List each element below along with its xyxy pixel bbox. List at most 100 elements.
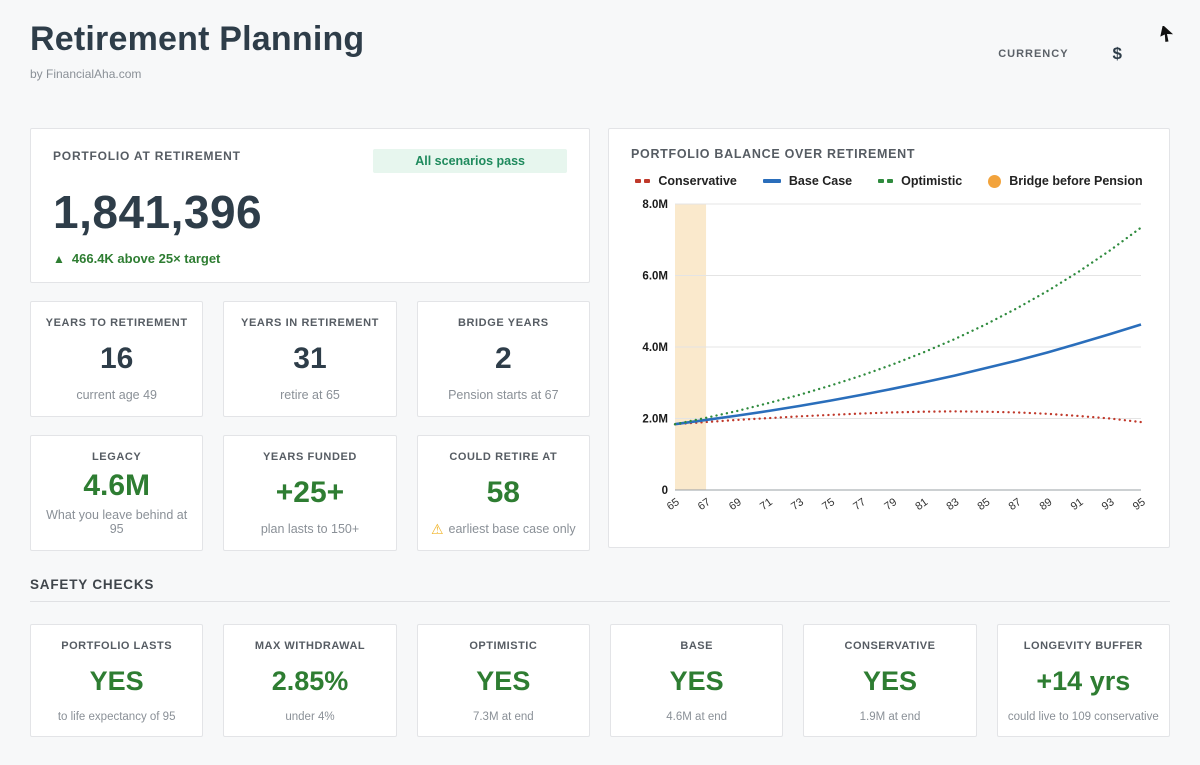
safety-card-base: BASE YES 4.6M at end [609,624,784,737]
stat-sub: ⚠ earliest base case only [431,522,576,536]
stat-label: LEGACY [91,451,142,463]
stat-card-years-in-retirement: YEARS IN RETIREMENT 31 retire at 65 [223,301,397,417]
status-badge: All scenarios pass [373,149,567,173]
stat-card-legacy: LEGACY 4.6M What you leave behind at 95 [30,435,204,551]
portfolio-delta-text: 466.4K above 25× target [71,251,221,266]
dotted-line-marker-icon [635,179,651,183]
up-triangle-icon: ▲ [53,251,65,266]
circle-marker-icon [988,174,1002,188]
stat-sub-text: earliest base case only [448,522,576,536]
header: Retirement Planning by FinancialAha.com … [30,14,1174,102]
safety-sub: under 4% [285,711,335,723]
title-block: Retirement Planning by FinancialAha.com [30,14,364,81]
svg-text:73: 73 [789,496,806,513]
svg-text:8.0M: 8.0M [642,199,668,211]
portfolio-balance-chart-card: PORTFOLIO BALANCE OVER RETIREMENT Conser… [608,128,1170,548]
safety-label: OPTIMISTIC [469,640,538,652]
safety-card-optimistic: OPTIMISTIC YES 7.3M at end [416,624,590,737]
dotted-line-marker-icon [878,179,894,183]
left-column: PORTFOLIO AT RETIREMENT All scenarios pa… [30,128,590,551]
svg-text:75: 75 [820,496,837,513]
portfolio-card-label: PORTFOLIO AT RETIREMENT [53,149,241,163]
safety-sub: 1.9M at end [859,711,921,723]
safety-sub: could live to 109 conservative [1007,711,1159,723]
svg-text:93: 93 [1100,496,1117,513]
portfolio-delta: ▲ 466.4K above 25× target [53,251,567,266]
portfolio-value: 1,841,396 [53,186,263,238]
safety-card-max-withdrawal: MAX WITHDRAWAL 2.85% under 4% [223,624,397,737]
legend-item-base-case[interactable]: Base Case [762,174,853,188]
safety-sub: 7.3M at end [472,711,534,723]
stat-grid: YEARS TO RETIREMENT 16 current age 49 YE… [30,301,590,551]
portfolio-at-retirement-card: PORTFOLIO AT RETIREMENT All scenarios pa… [30,128,590,283]
solid-line-marker-icon [762,179,781,183]
stat-label: BRIDGE YEARS [457,317,549,329]
page: Retirement Planning by FinancialAha.com … [30,14,1174,737]
svg-text:4.0M: 4.0M [642,342,668,354]
legend-label: Conservative [658,174,737,188]
stat-value: 58 [486,475,520,509]
page-subtitle: by FinancialAha.com [30,67,142,81]
stat-sub: What you leave behind at 95 [46,508,188,536]
safety-label: LONGEVITY BUFFER [1023,640,1143,652]
stat-sub: Pension starts at 67 [448,388,559,402]
svg-text:83: 83 [944,496,961,513]
currency-label: CURRENCY [998,48,1069,60]
safety-value: YES [862,666,917,696]
stat-value: 4.6M [83,468,151,502]
safety-label: BASE [680,640,713,652]
stat-sub: retire at 65 [280,388,340,402]
stat-value: 16 [99,341,134,375]
safety-value: 2.85% [271,666,349,696]
safety-card-longevity-buffer: LONGEVITY BUFFER +14 yrs could live to 1… [996,624,1170,737]
stat-label: YEARS FUNDED [262,451,357,463]
safety-sub: to life expectancy of 95 [57,711,176,723]
warning-icon: ⚠ [430,521,444,537]
mouse-cursor-icon [1160,26,1174,42]
safety-value: YES [89,666,144,696]
safety-card-portfolio-lasts: PORTFOLIO LASTS YES to life expectancy o… [30,624,204,737]
chart-legend: Conservative Base Case Optimistic Bridge… [629,174,1149,188]
stat-label: YEARS TO RETIREMENT [45,317,188,329]
currency-selector[interactable]: $ [1107,40,1128,68]
svg-text:79: 79 [882,496,899,513]
main: PORTFOLIO AT RETIREMENT All scenarios pa… [30,128,1170,551]
svg-text:65: 65 [665,496,682,513]
svg-text:85: 85 [975,496,992,513]
svg-text:89: 89 [1038,496,1055,513]
stat-sub: plan lasts to 150+ [260,522,360,536]
safety-label: PORTFOLIO LASTS [61,640,173,652]
svg-text:2.0M: 2.0M [642,414,668,426]
svg-text:81: 81 [913,496,930,513]
safety-value: YES [476,666,531,696]
safety-grid: PORTFOLIO LASTS YES to life expectancy o… [30,624,1170,737]
portfolio-chart: 0 2.0M 4.0M 6.0M 8.0M 65 67 69 71 73 75 77 79 81 83 85 8… [642,199,1148,513]
safety-value: +14 yrs [1036,666,1131,696]
stat-value: 2 [494,341,512,375]
svg-text:95: 95 [1131,496,1148,513]
svg-text:0: 0 [662,485,668,497]
svg-text:91: 91 [1069,496,1086,513]
safety-section-title: SAFETY CHECKS [30,577,1170,602]
svg-text:77: 77 [851,496,868,513]
stat-label: COULD RETIRE AT [449,451,558,463]
legend-label: Optimistic [901,174,963,188]
chart-title: PORTFOLIO BALANCE OVER RETIREMENT [631,147,916,161]
svg-text:69: 69 [727,496,744,513]
legend-item-conservative[interactable]: Conservative [635,174,737,188]
safety-label: CONSERVATIVE [844,640,936,652]
safety-section: SAFETY CHECKS PORTFOLIO LASTS YES to lif… [30,577,1170,737]
stat-value: 31 [293,341,327,375]
stat-sub: current age 49 [76,388,157,402]
legend-label: Base Case [788,174,853,188]
stat-card-years-funded: YEARS FUNDED +25+ plan lasts to 150+ [223,435,397,551]
legend-label: Bridge before Pension [1009,174,1143,188]
safety-sub: 4.6M at end [666,711,728,723]
svg-text:87: 87 [1007,496,1024,513]
stat-value: +25+ [275,475,345,509]
safety-label: MAX WITHDRAWAL [254,640,366,652]
legend-item-optimistic[interactable]: Optimistic [878,174,962,188]
stat-card-bridge-years: BRIDGE YEARS 2 Pension starts at 67 [416,301,590,417]
legend-item-bridge-before-pension[interactable]: Bridge before Pension [988,174,1143,188]
currency-block: CURRENCY $ [998,40,1128,68]
